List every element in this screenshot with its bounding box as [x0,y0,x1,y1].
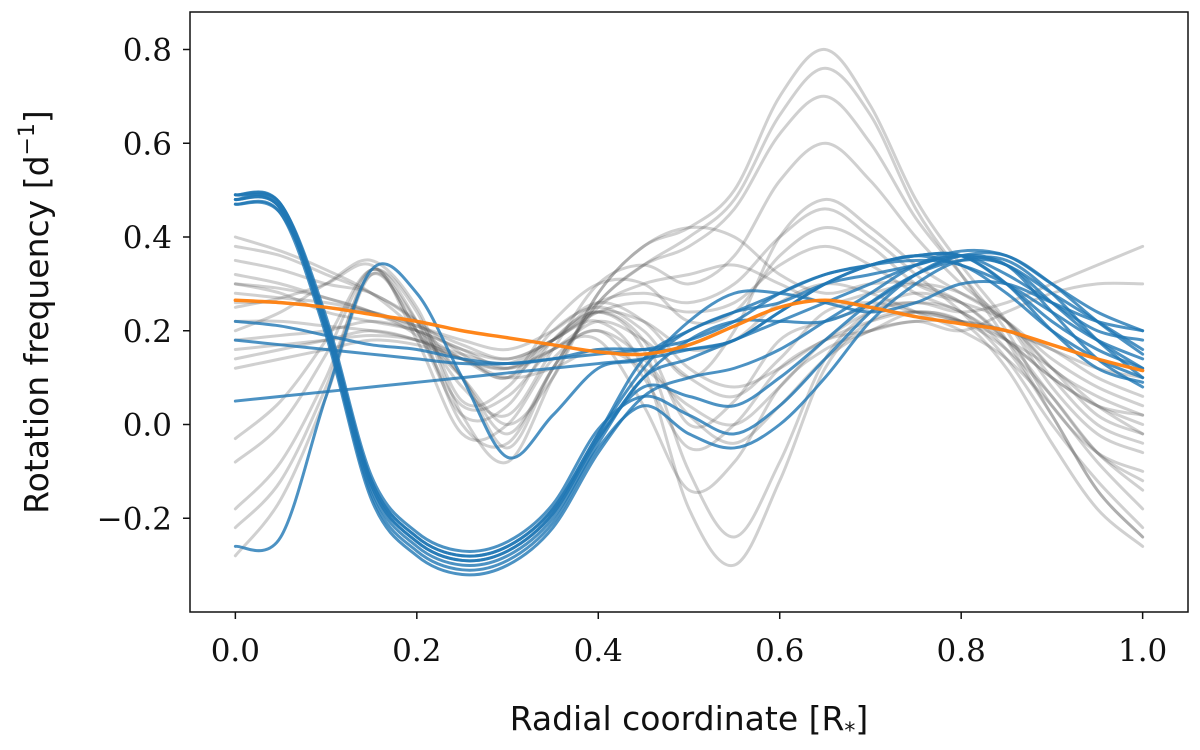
tick-layer: 0.0 0.2 0.4 0.6 0.8 1.0 −0.2 0.0 0.2 0.4 0.6 0.8 [97,33,1168,670]
plot-frame [189,11,1189,613]
y-axis-label-close: ] [17,110,56,123]
series-line-gray-14 [233,66,1145,539]
x-tick-label: 1.0 [1118,633,1167,669]
y-axis-label: Rotation frequency [d−1] [15,110,56,514]
series-line-gray-2 [233,94,1145,473]
series-line-blue-11 [233,258,1145,380]
series-line-gray-1 [233,48,1145,455]
series-line-gray-17 [233,301,1145,539]
series-layer [233,48,1145,577]
series-line-gray-3 [233,141,1145,445]
y-tick-label: 0.2 [123,314,172,350]
x-axis-label-main: Radial coordinate [R [510,699,845,738]
series-line-gray-6 [233,225,1145,465]
y-tick-label: 0.0 [123,408,172,444]
series-line-blue-8 [233,190,1145,563]
series-line-gray-8 [233,272,1145,511]
series-line-orange [233,298,1145,373]
x-tick-label: 0.6 [755,633,804,669]
series-line-gray-10 [233,271,1145,558]
x-tick-label: 0.2 [392,633,441,669]
x-tick-label: 0.0 [211,633,260,669]
y-axis-label-main: Rotation frequency [d [17,155,56,513]
x-axis-label-subscript: * [844,719,855,744]
y-tick-label: 0.4 [123,220,172,256]
x-tick-label: 0.8 [937,633,986,669]
series-line-gray-18 [233,310,1145,568]
series-line-blue-6 [233,195,1145,572]
series-line-gray-16 [233,244,1145,427]
x-axis-label: Radial coordinate [R*] [510,699,869,744]
y-tick-label: 0.6 [123,126,172,162]
y-axis-label-superscript: −1 [15,123,40,155]
series-line-gray-4 [233,197,1145,436]
y-tick-label: −0.2 [97,501,172,537]
x-axis-label-close: ] [855,699,868,738]
x-tick-label: 0.4 [574,633,623,669]
y-tick-label: 0.8 [123,33,172,69]
series-line-blue-12 [233,251,1145,403]
